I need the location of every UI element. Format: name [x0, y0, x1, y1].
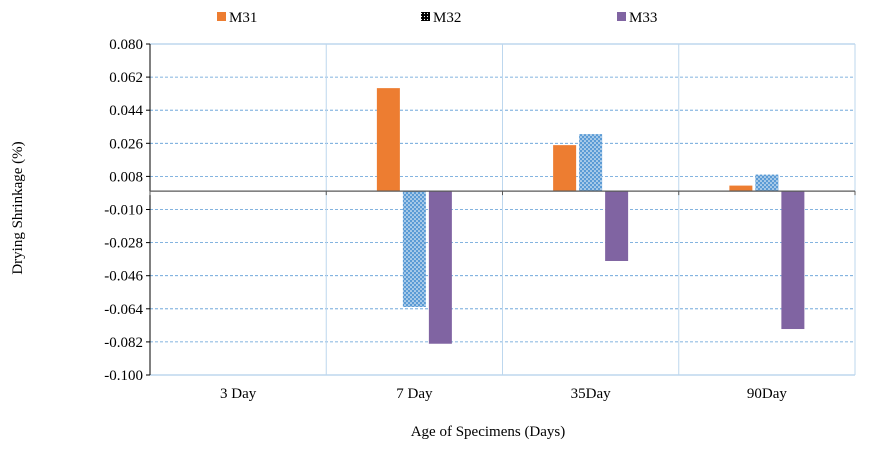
legend: M31 M32 M33	[217, 10, 657, 26]
x-tick-label: 7 Day	[396, 386, 433, 402]
legend-label: M32	[433, 10, 461, 26]
axes	[146, 43, 856, 376]
legend-swatch	[217, 12, 226, 21]
y-tick-label: 0.044	[109, 103, 143, 119]
legend-item-m31: M31	[217, 10, 257, 26]
y-tick-label: 0.062	[109, 70, 143, 86]
bar-m33-1	[428, 191, 452, 344]
x-tick-label: 90Day	[747, 386, 787, 402]
gridlines	[150, 43, 856, 376]
y-tick-label: -0.010	[104, 203, 143, 219]
bars	[376, 88, 805, 344]
y-axis-title: Drying Shrinkage (%)	[10, 141, 26, 274]
bar-m32-2	[579, 134, 603, 192]
legend-label: M33	[629, 10, 657, 26]
bar-m32-3	[755, 174, 779, 192]
bar-m33-2	[605, 191, 629, 261]
x-axis-title: Age of Specimens (Days)	[411, 424, 566, 440]
legend-swatch	[617, 12, 626, 21]
legend-item-m33: M33	[617, 10, 657, 26]
y-tick-label: 0.026	[109, 136, 143, 152]
y-tick-label: -0.028	[104, 236, 143, 252]
y-tick-label: -0.100	[104, 368, 143, 384]
bar-m31-2	[553, 145, 577, 192]
bar-m31-1	[376, 88, 400, 192]
x-tick-labels: 3 Day 7 Day 35Day 90Day	[220, 386, 787, 402]
legend-item-m32: M32	[421, 10, 461, 26]
x-tick-label: 35Day	[571, 386, 611, 402]
legend-swatch	[421, 12, 430, 21]
y-tick-label: 0.080	[109, 37, 143, 53]
legend-label: M31	[229, 10, 257, 26]
y-tick-label: -0.082	[104, 335, 143, 351]
bar-m31-3	[729, 185, 753, 192]
x-tick-label: 3 Day	[220, 386, 257, 402]
y-tick-label: -0.046	[104, 269, 143, 285]
bar-m32-1	[402, 191, 426, 307]
bar-m33-3	[781, 191, 805, 330]
y-tick-labels: 0.080 0.062 0.044 0.026 0.008 -0.010 -0.028 -0.…	[104, 37, 143, 384]
y-tick-label: -0.064	[104, 302, 143, 318]
y-tick-label: 0.008	[109, 169, 143, 185]
